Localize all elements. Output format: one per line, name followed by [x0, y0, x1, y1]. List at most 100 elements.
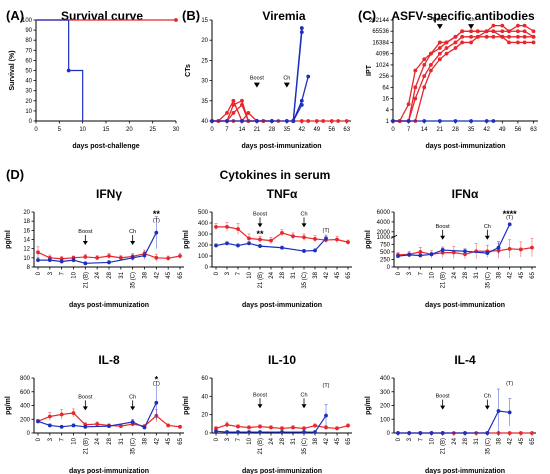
data-point [491, 29, 496, 34]
annotation-arrow [484, 235, 490, 240]
y-tick-label: 400 [198, 221, 209, 227]
y-tick-label: 0 [205, 265, 209, 271]
data-point [422, 119, 427, 123]
data-point [346, 240, 350, 245]
chart-panel-IFNg: IFNγ 8 10 12 14 16 18 20 0 3 7 10 21 (B) 24 28 31 35 (C)… [5, 187, 184, 309]
y-tick-label: 600 [20, 390, 31, 396]
annotation-label: Boost [253, 211, 268, 217]
data-point [422, 57, 427, 62]
data-point [407, 431, 412, 435]
y-tick-label: 200 [198, 243, 209, 249]
x-tick-label: 21 (B) [441, 272, 447, 288]
data-point [302, 426, 306, 431]
y-tick-label: 20 [25, 99, 32, 105]
data-point [469, 40, 473, 45]
data-point [47, 423, 52, 428]
x-axis-label: days post-immunization [241, 143, 321, 150]
data-point [225, 119, 229, 123]
y-tick-label: 100 [22, 18, 33, 24]
significance-marker: **** [503, 209, 518, 219]
x-tick-label: 21 (B) [258, 438, 264, 454]
data-point [236, 243, 240, 248]
x-tick-label: 24 [95, 437, 101, 444]
x-tick-label: 42 [298, 127, 305, 133]
y-tick-label: 2000 [377, 230, 391, 236]
data-point [306, 74, 311, 79]
y-tick-label: 0 [27, 431, 31, 437]
significance-marker: * [155, 374, 159, 384]
x-tick-label: 38 [497, 437, 503, 444]
x-tick-label: 42 [154, 437, 160, 444]
y-tick-label: 250 [380, 257, 391, 263]
x-tick-label: 5 [58, 127, 62, 133]
y-tick-label: 50 [25, 69, 32, 75]
x-tick-label: 65 [530, 271, 536, 278]
data-point [321, 119, 326, 123]
data-point [507, 29, 511, 34]
y-tick-label: 15 [201, 18, 208, 24]
data-point [214, 224, 218, 229]
data-point [391, 119, 395, 123]
y-tick-label: 20 [201, 38, 208, 44]
x-tick-label: 0 [214, 437, 220, 441]
data-point [71, 423, 76, 428]
x-tick-label: 25 [149, 127, 156, 133]
data-point [240, 102, 244, 107]
y-tick-label: 100 [380, 417, 391, 423]
x-axis-label: days post-immunization [242, 468, 322, 474]
data-point [166, 423, 171, 428]
annotation-arrow [130, 241, 136, 245]
data-point [437, 40, 442, 45]
data-point [444, 40, 449, 45]
data-point [231, 111, 236, 115]
data-point [258, 424, 262, 429]
y-tick-label: 20 [201, 413, 208, 419]
x-tick-label: 3 [48, 437, 54, 441]
x-tick-label: 42 [483, 127, 490, 133]
x-tick-label: 28 [280, 437, 286, 444]
data-point [258, 430, 262, 434]
data-point [47, 414, 52, 419]
data-point [469, 34, 473, 39]
x-tick-label: 3 [225, 271, 231, 275]
significance-marker: ** [256, 229, 264, 239]
data-point [406, 102, 411, 107]
data-point [475, 29, 480, 34]
y-tick-label: 800 [20, 376, 31, 382]
data-point [324, 413, 328, 418]
y-tick-label: 1 [386, 119, 390, 125]
data-point [413, 96, 418, 101]
data-point [225, 111, 229, 115]
annotation-arrow [468, 24, 475, 30]
data-point [71, 258, 76, 263]
data-point [142, 425, 147, 430]
y-tick-label: 40 [25, 79, 32, 85]
data-point [291, 119, 296, 123]
y-axis-label: pg/ml [183, 230, 190, 249]
data-point [522, 29, 527, 34]
y-tick-label: 10 [23, 256, 30, 262]
x-tick-label: 65 [530, 437, 536, 444]
x-tick-label: 24 [269, 437, 275, 444]
panel-label: (A) [6, 8, 24, 23]
data-point [314, 119, 319, 123]
x-tick-label: 7 [60, 437, 66, 441]
data-point [269, 119, 274, 123]
y-tick-label: 12 [23, 247, 30, 253]
data-point [214, 243, 218, 248]
data-point [500, 23, 505, 28]
annotation-label: Ch [484, 224, 491, 230]
x-tick-label: 0 [210, 127, 214, 133]
x-tick-label: 35 (C) [485, 272, 491, 289]
y-tick-label: 60 [25, 58, 32, 64]
data-point [47, 258, 52, 263]
x-tick-label: 42 [508, 437, 514, 444]
x-tick-label: 3 [48, 271, 54, 275]
data-point [280, 231, 284, 235]
y-tick-label: 30 [25, 89, 32, 95]
data-point [500, 34, 505, 39]
y-tick-label: 4 [386, 108, 390, 114]
y-tick-label: 16384 [372, 40, 389, 46]
data-point [463, 431, 467, 435]
y-tick-label: 0 [387, 431, 391, 437]
